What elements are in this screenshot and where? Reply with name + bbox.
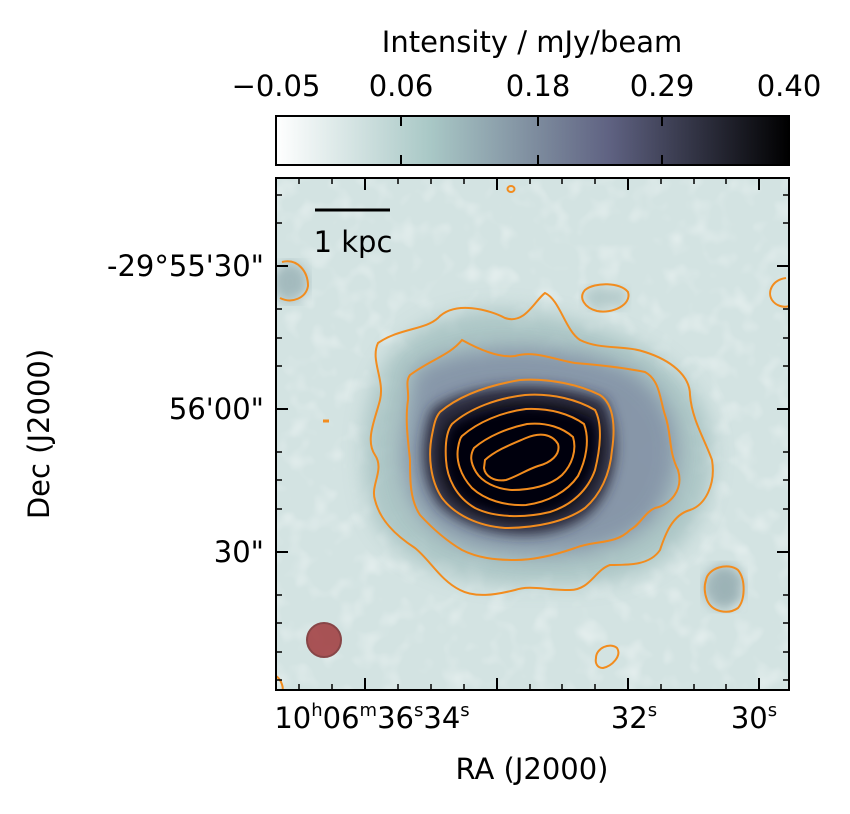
contour-level-7 — [482, 433, 560, 482]
contour-isolated — [279, 260, 310, 302]
dec-tick-label: 56'00" — [169, 392, 264, 426]
ra-tick-labels: 10h06m36s34s 32s 30s — [274, 700, 777, 735]
colorbar-tick-label: 0.18 — [506, 69, 571, 103]
contour-level-6 — [470, 422, 576, 492]
contour-level-2 — [405, 338, 681, 562]
ra-tick-label: 32s — [611, 700, 657, 735]
contour-level-3 — [429, 378, 615, 530]
colorbar-tick-label: 0.40 — [757, 69, 822, 103]
contour-isolated — [769, 277, 789, 308]
contour-isolated — [581, 283, 630, 313]
dec-tick-label: -29°55'30" — [107, 249, 264, 283]
dec-minor-ticks — [276, 194, 789, 681]
colorbar-label: Intensity / mJy/beam — [382, 25, 682, 59]
contour-isolated — [594, 644, 620, 670]
ra-ticks — [364, 178, 760, 690]
colorbar-tick-label: 0.06 — [369, 69, 434, 103]
ra-axis-label: RA (J2000) — [455, 752, 608, 786]
image-frame — [275, 177, 790, 691]
contour-isolated — [703, 565, 745, 613]
dec-tick-labels: -29°55'30" 56'00" 30" — [107, 249, 264, 569]
contour-isolated — [506, 185, 516, 193]
ra-tick-label: 30s — [731, 700, 777, 735]
colorbar-tick-label: 0.29 — [630, 69, 695, 103]
intensity-map — [276, 178, 789, 690]
colorbar-tick-label: −0.05 — [232, 69, 321, 103]
colorbar-ticks — [400, 116, 663, 165]
dec-axis-label: Dec (J2000) — [22, 349, 56, 519]
ra-minor-ticks — [298, 178, 727, 690]
scale-bar-label: 1 kpc — [314, 225, 393, 259]
dec-tick-label: 30" — [214, 535, 264, 569]
contour-level-4 — [444, 393, 601, 518]
dec-ticks — [276, 265, 789, 553]
contour-level-1 — [369, 291, 714, 596]
colorbar — [275, 115, 790, 166]
ra-tick-label: 10h06m36s34s — [274, 700, 469, 735]
colorbar-tick-labels: −0.05 0.06 0.18 0.29 0.40 — [232, 69, 822, 103]
beam-ellipse — [306, 622, 342, 658]
contour-level-5 — [456, 407, 588, 507]
